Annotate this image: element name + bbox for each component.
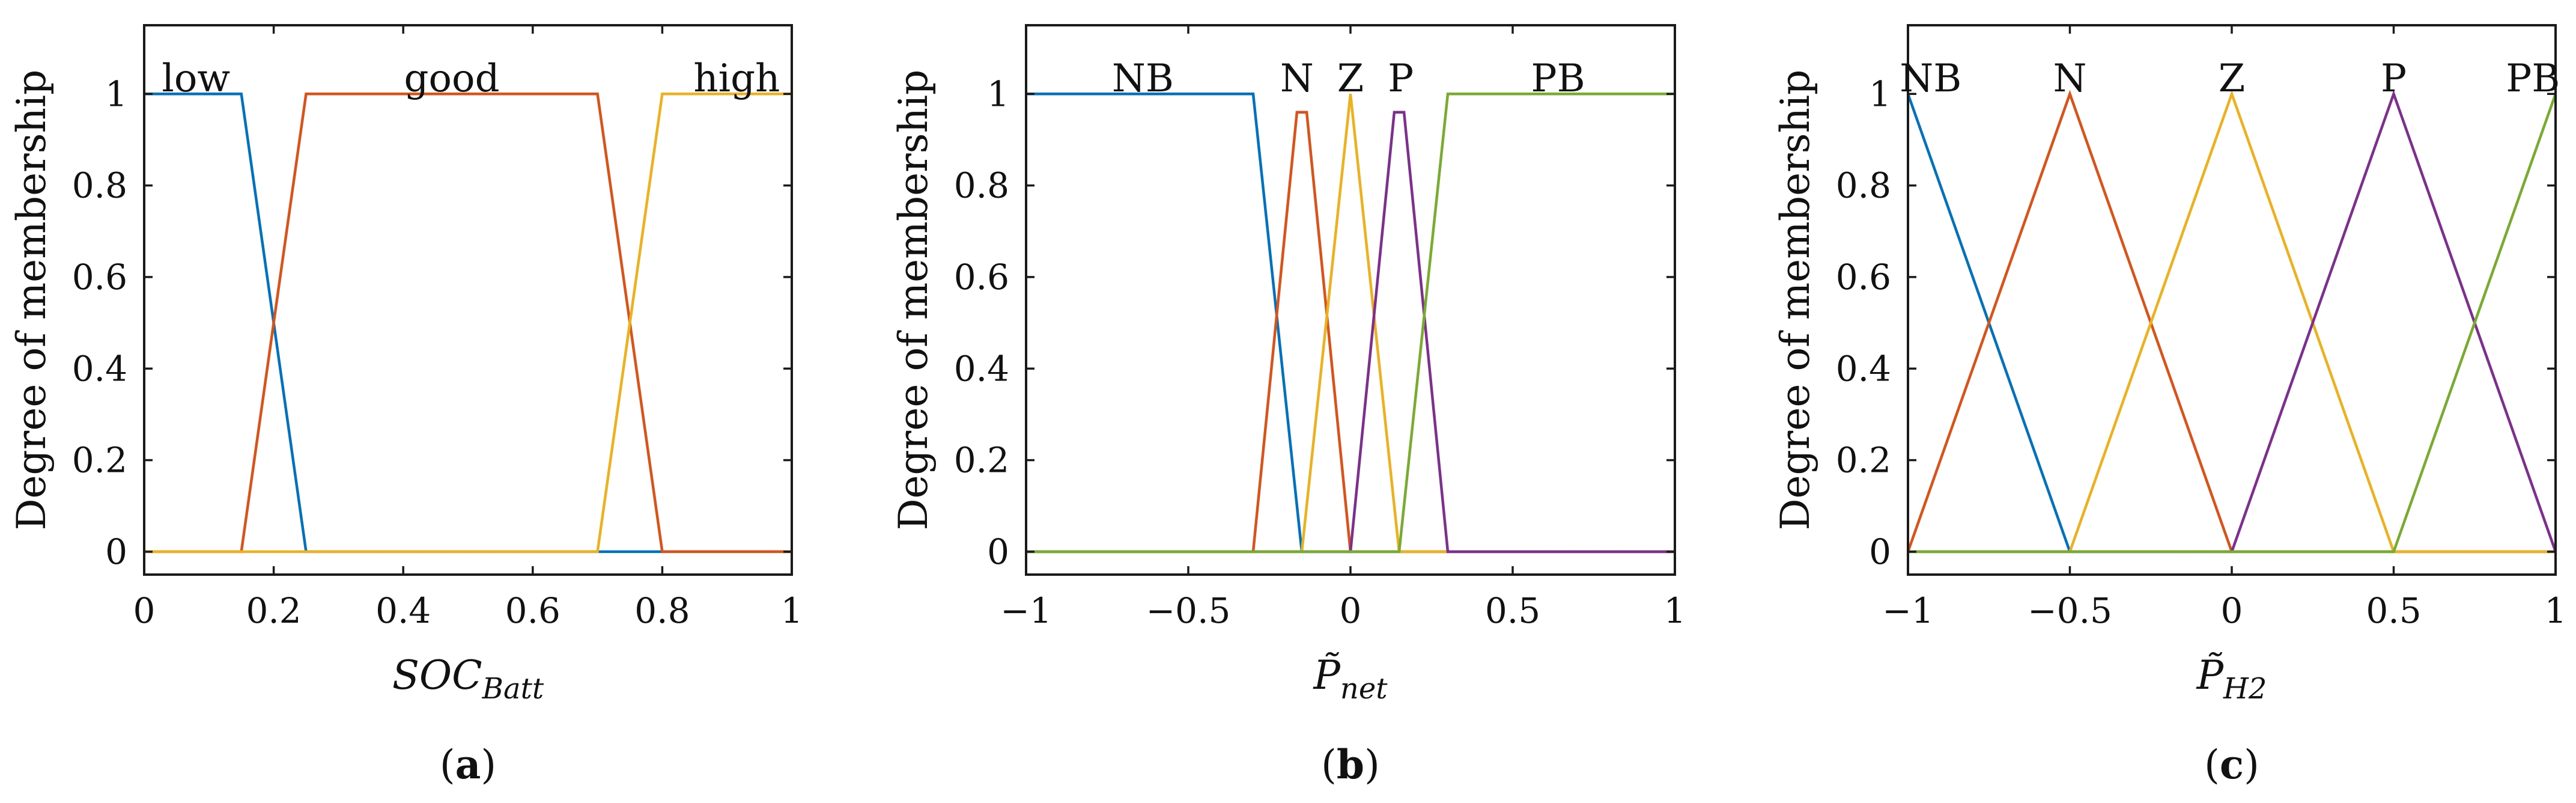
y-axis-label: Degree of membership	[1772, 70, 1818, 531]
mf-label-p: P	[2381, 56, 2407, 101]
x-tick-label: −0.5	[1146, 590, 1231, 631]
y-tick-label: 0	[105, 531, 127, 572]
mf-label-n: N	[2053, 56, 2087, 101]
panel-caption: (b)	[1321, 741, 1380, 788]
x-tick-label: 0.6	[505, 590, 560, 631]
series-line-n	[1026, 111, 1675, 554]
x-tick-label: 0.2	[246, 590, 301, 631]
x-axis-label: P̃net	[1313, 652, 1388, 706]
y-tick-label: 0.8	[1836, 165, 1891, 206]
x-tick-label: 0	[133, 590, 156, 631]
series-line-p	[1026, 111, 1675, 554]
y-tick-label: 0.6	[1836, 257, 1891, 298]
panel-a: 0 0.2 0.4 0.6 0.8 1 0 0.2 0.4 0.6 0.8 1 low good high D…	[8, 24, 803, 788]
plot-frame	[1907, 24, 2557, 576]
x-tick-label: 1	[1664, 590, 1686, 631]
y-tick-label: 1	[1869, 73, 1891, 114]
series-line-nb	[1026, 92, 1675, 554]
panel-caption: (a)	[440, 741, 496, 788]
series-line-good	[144, 92, 792, 554]
x-tick-label: 1	[2545, 590, 2567, 631]
series-line-p	[1908, 90, 2557, 554]
x-tick-label: 0.4	[375, 590, 431, 631]
y-tick-label: 0	[987, 531, 1009, 572]
series-line-z	[1026, 93, 1675, 554]
mf-label-z: Z	[1337, 56, 1364, 101]
y-axis-label: Degree of membership	[890, 70, 937, 531]
x-tick-label: 0.5	[1485, 590, 1540, 631]
x-axis-label: P̃H2	[2196, 652, 2267, 706]
series-line-low	[144, 92, 792, 554]
y-tick-label: 0.2	[954, 440, 1009, 481]
panel-caption: (c)	[2204, 741, 2259, 788]
x-tick-label: 0.8	[634, 590, 690, 631]
mf-label-nb: NB	[1112, 56, 1174, 101]
mf-label-high: high	[693, 56, 780, 101]
series-line-z	[1908, 90, 2556, 554]
mf-label-nb: NB	[1900, 56, 1961, 101]
mf-label-n: N	[1280, 56, 1314, 101]
y-axis-label: Degree of membership	[8, 70, 55, 531]
plot-frame	[1025, 24, 1676, 576]
mf-label-low: low	[162, 56, 230, 101]
plot-frame	[143, 24, 793, 576]
x-tick-label: 0.5	[2366, 590, 2421, 631]
x-tick-label: 1	[781, 590, 803, 631]
y-tick-label: 0.2	[1836, 440, 1891, 481]
series-line-n	[1906, 90, 2556, 554]
y-tick-label: 1	[105, 73, 127, 114]
y-tick-label: 0.4	[72, 348, 127, 389]
mf-label-p: P	[1388, 56, 1414, 101]
series-line-nb	[1906, 93, 2556, 554]
x-tick-label: 0	[2221, 590, 2243, 631]
x-tick-label: −1	[1882, 590, 1934, 631]
y-tick-label: 0.6	[72, 257, 127, 298]
y-tick-label: 0.6	[954, 257, 1009, 298]
y-tick-label: 0.8	[954, 165, 1009, 206]
x-tick-label: −1	[1000, 590, 1052, 631]
y-tick-label: 0.4	[954, 348, 1009, 389]
x-tick-label: −0.5	[2028, 590, 2112, 631]
mf-label-pb: PB	[2506, 56, 2560, 101]
mf-label-z: Z	[2219, 56, 2245, 101]
y-tick-label: 0.2	[72, 440, 127, 481]
x-tick-label: 0	[1340, 590, 1362, 631]
y-tick-label: 1	[987, 73, 1009, 114]
mf-label-pb: PB	[1531, 56, 1585, 101]
x-axis-label: SOCBatt	[392, 652, 544, 706]
series-line-pb	[1908, 93, 2557, 554]
y-tick-label: 0.4	[1836, 348, 1891, 389]
mf-label-good: good	[404, 56, 500, 101]
series-line-pb	[1026, 92, 1675, 554]
y-tick-label: 0	[1869, 531, 1891, 572]
panel-b: −1 −0.5 0 0.5 1 0 0.2 0.4 0.6 0.8 1 NB N Z P PB Degree o…	[890, 24, 1686, 788]
y-tick-label: 0.8	[72, 165, 127, 206]
series-line-high	[144, 92, 792, 554]
